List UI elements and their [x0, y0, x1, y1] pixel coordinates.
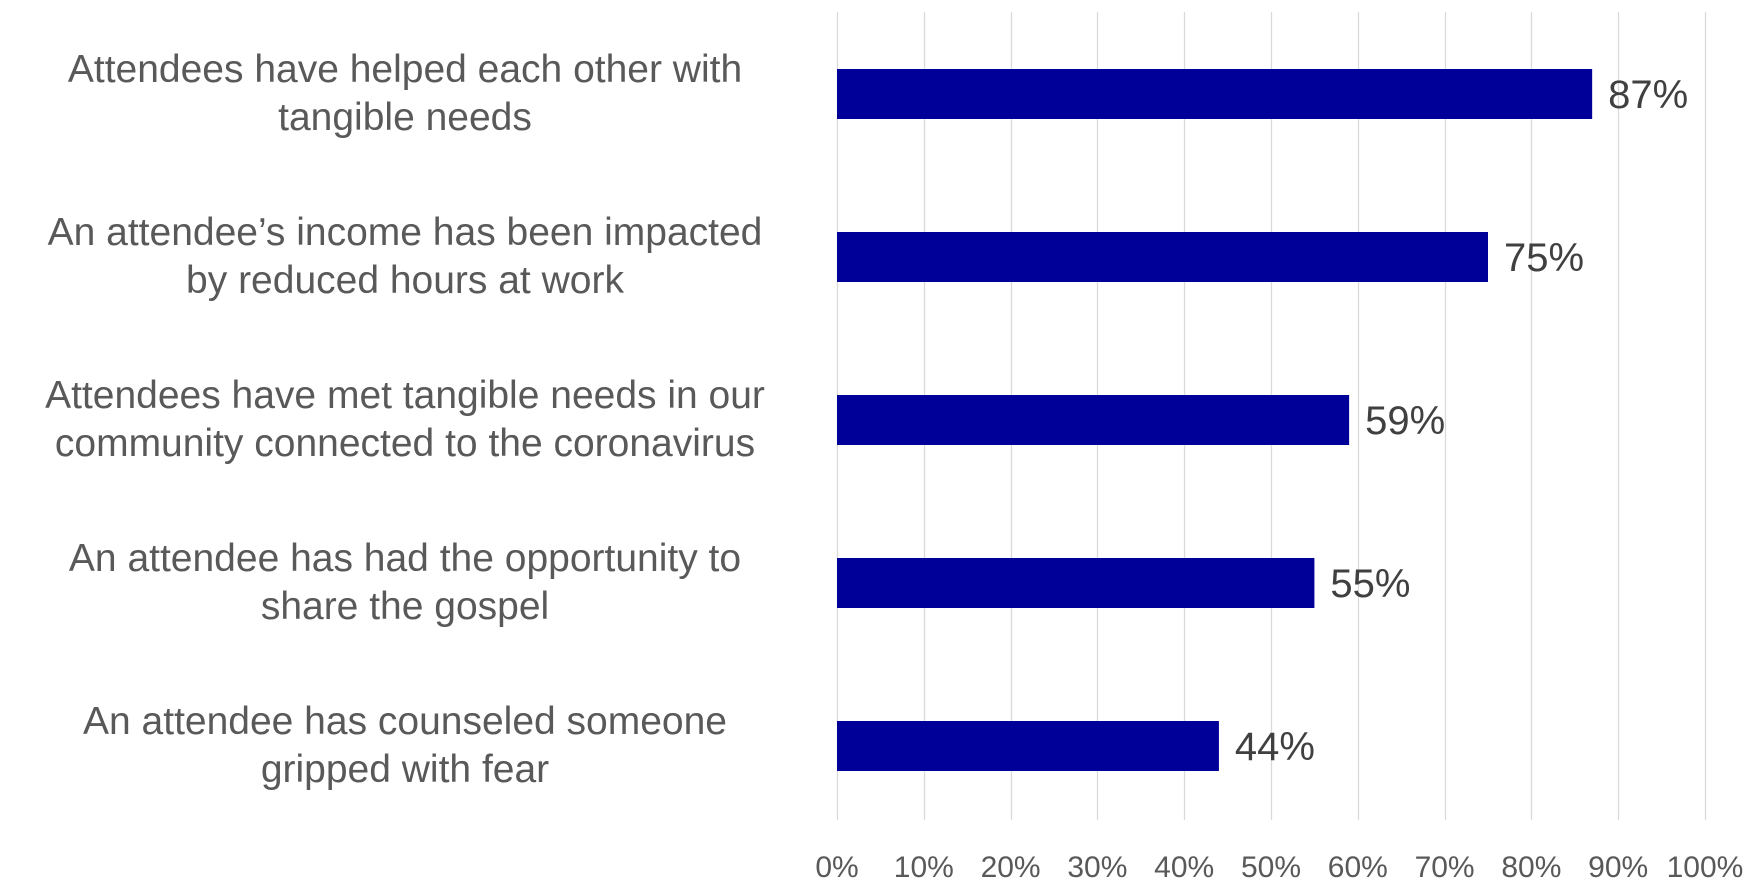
x-tick-label: 0%: [815, 851, 858, 880]
bar: [837, 232, 1488, 282]
data-label: 55%: [1330, 562, 1410, 606]
bars: [837, 69, 1593, 771]
x-tick-label: 70%: [1415, 851, 1475, 880]
category-label: Attendees have helped each other with ta…: [67, 48, 743, 139]
bar: [837, 558, 1315, 608]
category-label: An attendee’s income has been impacted b…: [47, 211, 763, 302]
x-axis-ticks: 0% 10% 20% 30% 40% 50% 60% 70% 80% 90% 100%: [815, 851, 1743, 880]
data-label: 87%: [1608, 73, 1688, 117]
bar: [837, 69, 1593, 119]
data-label: 44%: [1235, 725, 1315, 769]
x-tick-label: 100%: [1667, 851, 1744, 880]
x-tick-label: 80%: [1501, 851, 1561, 880]
x-tick-label: 60%: [1328, 851, 1388, 880]
category-label: Attendees have met tangible needs in our…: [45, 374, 765, 465]
x-tick-label: 90%: [1588, 851, 1648, 880]
x-tick-label: 40%: [1154, 851, 1214, 880]
data-labels: 87% 75% 59% 55% 44%: [1235, 73, 1688, 769]
data-label: 75%: [1504, 236, 1584, 280]
x-tick-label: 20%: [981, 851, 1041, 880]
bar: [837, 721, 1219, 771]
x-tick-label: 50%: [1241, 851, 1301, 880]
x-tick-label: 30%: [1067, 851, 1127, 880]
data-label: 59%: [1365, 399, 1445, 443]
x-tick-label: 10%: [894, 851, 954, 880]
category-label: An attendee has had the opportunity to s…: [68, 537, 742, 628]
category-label: An attendee has counseled someone grippe…: [83, 700, 727, 791]
bar: [837, 395, 1350, 445]
